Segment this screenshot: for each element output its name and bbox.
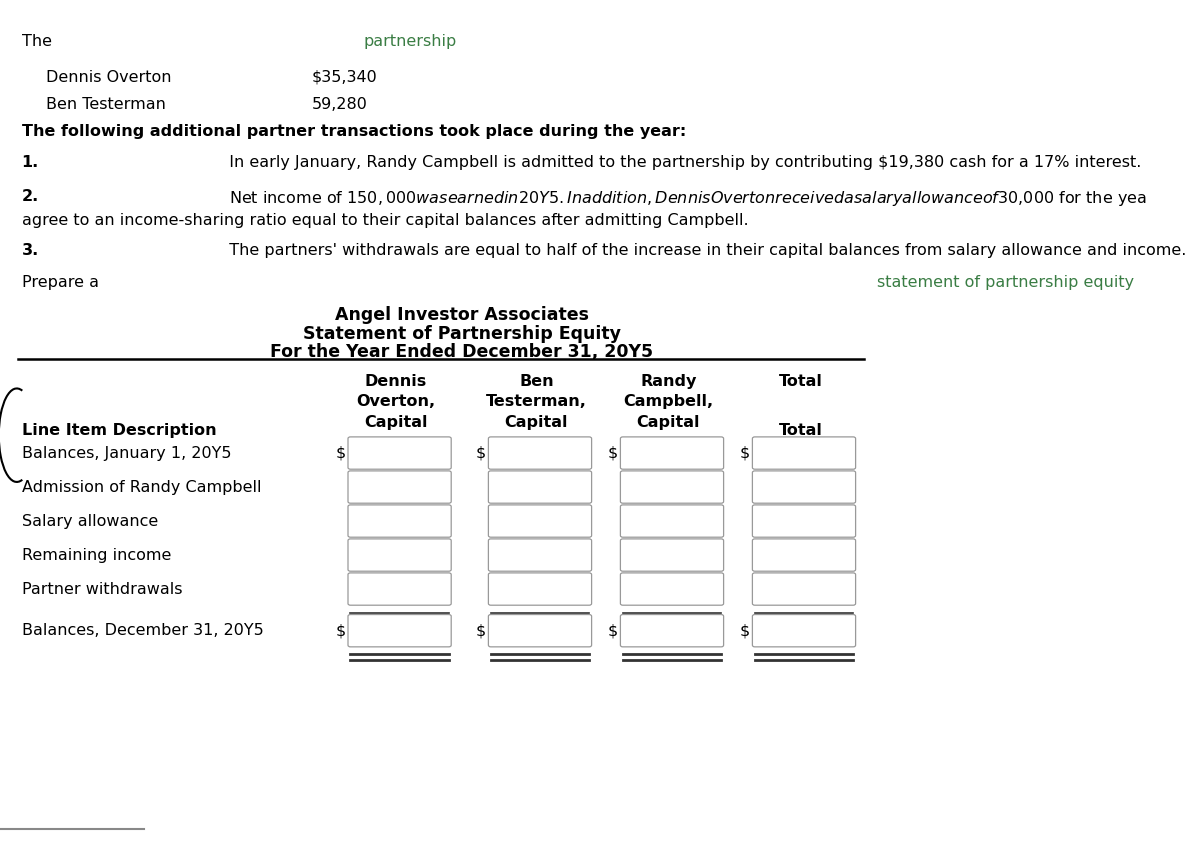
Text: Total: Total	[779, 423, 822, 439]
Text: Capital: Capital	[505, 415, 568, 430]
FancyBboxPatch shape	[488, 505, 592, 537]
Text: Balances, January 1, 20Y5: Balances, January 1, 20Y5	[22, 445, 232, 461]
FancyBboxPatch shape	[752, 615, 856, 647]
Text: In early January, Randy Campbell is admitted to the partnership by contributing : In early January, Randy Campbell is admi…	[220, 155, 1141, 170]
FancyBboxPatch shape	[348, 539, 451, 571]
Text: agree to an income-sharing ratio equal to their capital balances after admitting: agree to an income-sharing ratio equal t…	[22, 212, 749, 228]
Text: statement of partnership equity: statement of partnership equity	[877, 275, 1134, 291]
Text: $: $	[475, 445, 486, 461]
FancyBboxPatch shape	[348, 471, 451, 503]
FancyBboxPatch shape	[752, 505, 856, 537]
Text: $: $	[607, 445, 618, 461]
FancyBboxPatch shape	[488, 615, 592, 647]
Text: Angel Investor Associates: Angel Investor Associates	[335, 306, 589, 324]
Text: Testerman,: Testerman,	[486, 394, 587, 410]
FancyBboxPatch shape	[348, 505, 451, 537]
FancyBboxPatch shape	[752, 539, 856, 571]
Text: Prepare a: Prepare a	[22, 275, 103, 291]
Text: $: $	[739, 623, 750, 638]
Text: Statement of Partnership Equity: Statement of Partnership Equity	[302, 325, 622, 343]
FancyBboxPatch shape	[620, 471, 724, 503]
Text: Partner withdrawals: Partner withdrawals	[22, 581, 182, 597]
FancyBboxPatch shape	[348, 437, 451, 469]
Text: Capital: Capital	[637, 415, 700, 430]
Text: partnership: partnership	[364, 34, 457, 49]
Text: Dennis: Dennis	[365, 374, 427, 389]
Text: $35,340: $35,340	[312, 70, 378, 85]
FancyBboxPatch shape	[488, 539, 592, 571]
Text: Balances, December 31, 20Y5: Balances, December 31, 20Y5	[22, 623, 263, 638]
Text: Capital: Capital	[365, 415, 427, 430]
FancyBboxPatch shape	[620, 505, 724, 537]
Text: The: The	[22, 34, 56, 49]
Text: Ben: Ben	[520, 374, 553, 389]
Text: $: $	[475, 623, 486, 638]
Text: $: $	[607, 623, 618, 638]
Text: Admission of Randy Campbell: Admission of Randy Campbell	[22, 479, 262, 495]
Text: 59,280: 59,280	[312, 97, 368, 112]
Text: $: $	[335, 623, 346, 638]
Text: Campbell,: Campbell,	[623, 394, 714, 410]
Text: 3.: 3.	[22, 243, 38, 258]
FancyBboxPatch shape	[752, 573, 856, 605]
FancyBboxPatch shape	[348, 573, 451, 605]
FancyBboxPatch shape	[752, 471, 856, 503]
Text: 1.: 1.	[22, 155, 38, 170]
FancyBboxPatch shape	[620, 615, 724, 647]
Text: Line Item Description: Line Item Description	[22, 423, 216, 439]
FancyBboxPatch shape	[488, 437, 592, 469]
FancyBboxPatch shape	[620, 573, 724, 605]
FancyBboxPatch shape	[488, 573, 592, 605]
Text: Salary allowance: Salary allowance	[22, 513, 158, 529]
FancyBboxPatch shape	[620, 539, 724, 571]
FancyBboxPatch shape	[620, 437, 724, 469]
Text: Remaining income: Remaining income	[22, 547, 170, 563]
FancyBboxPatch shape	[752, 437, 856, 469]
Text: The partners' withdrawals are equal to half of the increase in their capital bal: The partners' withdrawals are equal to h…	[220, 243, 1187, 258]
Text: Total: Total	[779, 374, 822, 389]
FancyBboxPatch shape	[348, 615, 451, 647]
FancyBboxPatch shape	[488, 471, 592, 503]
Text: $: $	[335, 445, 346, 461]
Text: Ben Testerman: Ben Testerman	[46, 97, 166, 112]
Text: The following additional partner transactions took place during the year:: The following additional partner transac…	[22, 124, 686, 139]
Text: Net income of $150,000 was earned in 20Y5. In addition, Dennis Overton received : Net income of $150,000 was earned in 20Y…	[220, 189, 1147, 207]
Text: Overton,: Overton,	[356, 394, 436, 410]
Text: Dennis Overton: Dennis Overton	[46, 70, 172, 85]
Text: $: $	[739, 445, 750, 461]
Text: Randy: Randy	[641, 374, 696, 389]
Text: For the Year Ended December 31, 20Y5: For the Year Ended December 31, 20Y5	[270, 343, 654, 361]
Text: 2.: 2.	[22, 189, 38, 204]
